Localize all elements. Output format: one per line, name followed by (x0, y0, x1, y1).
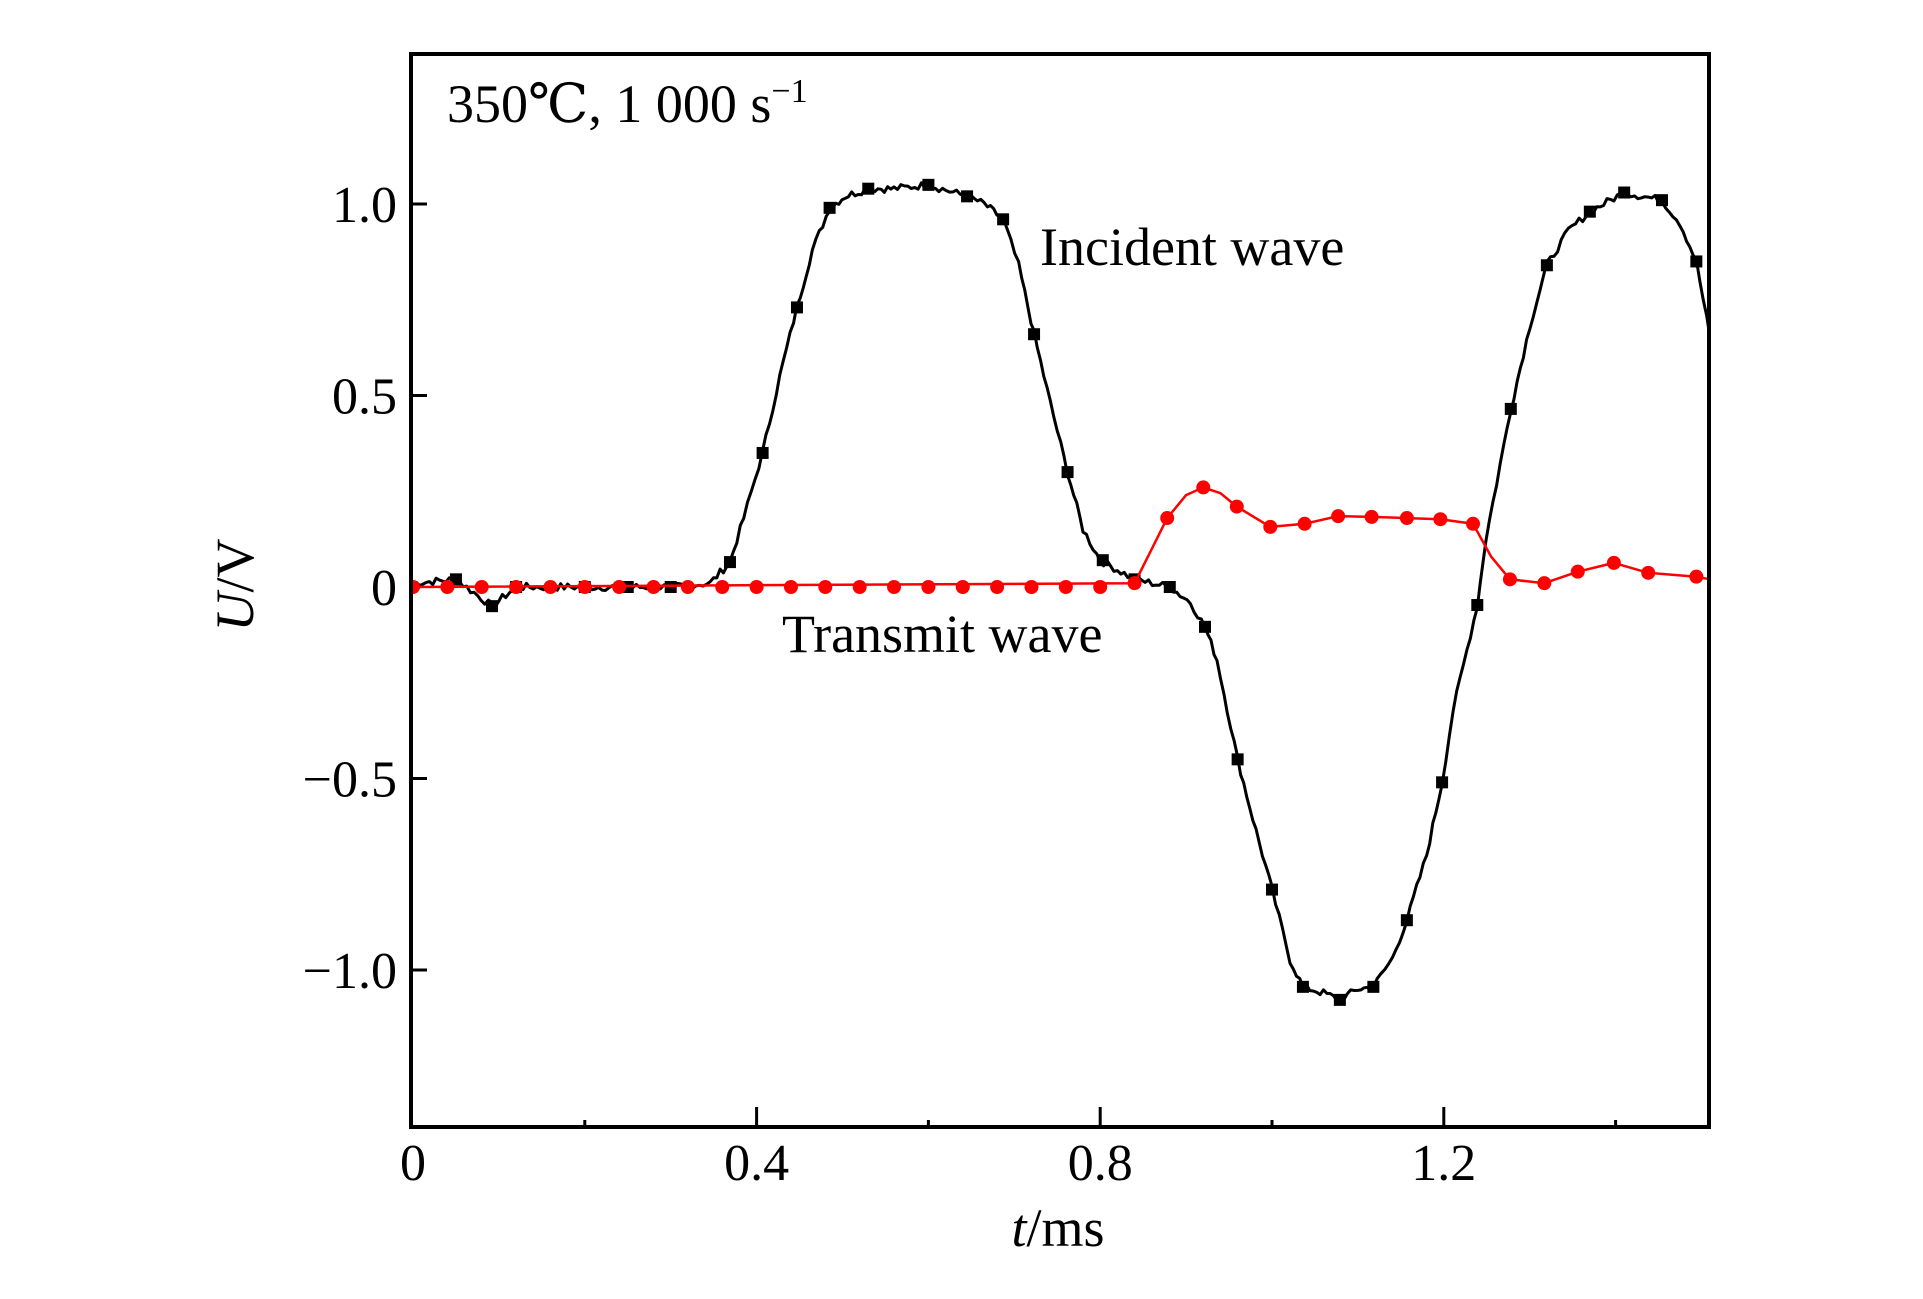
data-point-square (862, 182, 875, 195)
condition-text: 350℃, 1 000 s (447, 74, 771, 134)
condition-superscript: −1 (771, 73, 807, 110)
data-point-circle (1297, 516, 1312, 531)
data-point-circle (1570, 564, 1585, 579)
incident-wave-label: Incident wave (1040, 217, 1344, 277)
x-axis-title: t/ms (1011, 1198, 1104, 1258)
x-tick-label: 1.2 (1411, 1135, 1476, 1192)
y-axis-title: U/V (205, 538, 265, 631)
data-point-circle (887, 580, 902, 594)
data-point-circle (411, 580, 420, 594)
data-point-square (1061, 466, 1074, 479)
y-tick-label: 0 (371, 560, 397, 617)
data-point-circle (852, 580, 867, 594)
data-point-square (1540, 259, 1553, 272)
data-point-circle (921, 580, 936, 594)
x-tick-label: 0.4 (724, 1135, 789, 1192)
data-point-circle (1160, 511, 1175, 526)
data-point-square (1367, 980, 1380, 993)
x-axis-title-unit: /ms (1026, 1198, 1104, 1258)
data-point-square (823, 201, 836, 214)
ticks-layer: 0 0.4 0.8 1.2 −1.0 −0.5 0 0.5 1.0 (303, 177, 1618, 1192)
data-point-circle (749, 580, 764, 594)
data-point-square (790, 301, 803, 314)
data-point-circle (1537, 576, 1552, 591)
data-point-square (1583, 205, 1596, 218)
y-tick-label: 0.5 (332, 369, 397, 426)
series-incident-wave (412, 178, 1709, 1006)
data-point-circle (1606, 555, 1621, 570)
data-point-square (997, 213, 1010, 226)
data-point-square (756, 446, 769, 459)
data-point-square (486, 600, 499, 613)
plot-frame (409, 52, 1711, 1129)
data-point-circle (1399, 511, 1414, 526)
y-tick-label: −0.5 (303, 752, 397, 809)
axes-layer (409, 52, 1711, 1129)
data-point-circle (955, 580, 970, 594)
data-point-square (1655, 194, 1668, 207)
data-point-circle (1641, 565, 1656, 580)
data-point-square (1471, 599, 1484, 612)
data-point-circle (646, 580, 661, 594)
series-transmit-wave (411, 480, 1709, 594)
data-point-circle (783, 580, 798, 594)
data-point-square (961, 190, 974, 203)
series-layer (411, 178, 1709, 1006)
data-point-circle (1364, 509, 1379, 524)
y-tick-label: −1.0 (303, 943, 397, 1000)
data-point-circle (1433, 512, 1448, 527)
x-tick-label: 0 (400, 1135, 426, 1192)
data-point-circle (543, 580, 558, 594)
data-point-circle (1689, 569, 1704, 584)
y-tick-label: 1.0 (332, 177, 397, 234)
data-point-circle (474, 580, 489, 594)
data-point-square (1436, 776, 1449, 789)
data-point-square (1198, 620, 1211, 633)
transmit-wave-label: Transmit wave (782, 604, 1103, 664)
data-point-square (1618, 186, 1631, 199)
data-point-circle (1093, 580, 1108, 594)
data-point-circle (990, 580, 1005, 594)
data-point-circle (715, 580, 730, 594)
x-tick-label: 0.8 (1068, 1135, 1133, 1192)
y-axis-title-unit: /V (205, 538, 265, 592)
data-point-square (1266, 883, 1278, 896)
data-point-square (1028, 328, 1041, 341)
data-point-circle (1196, 480, 1211, 495)
data-point-circle (509, 580, 524, 594)
data-point-square (1690, 255, 1703, 268)
data-point-square (1296, 980, 1309, 993)
data-point-square (1400, 914, 1413, 927)
y-axis-title-italic: U (205, 590, 265, 632)
condition-annotation: 350℃, 1 000 s−1 (447, 73, 808, 134)
data-point-circle (1024, 580, 1039, 594)
data-point-circle (1466, 516, 1481, 531)
data-point-square (1231, 753, 1244, 766)
x-axis-title-italic: t (1011, 1198, 1028, 1258)
data-point-square (1504, 402, 1517, 415)
data-point-square (1333, 993, 1346, 1006)
data-point-circle (612, 580, 627, 594)
data-point-circle (1229, 499, 1244, 514)
data-point-circle (440, 580, 455, 594)
data-point-square (1163, 581, 1176, 593)
data-point-circle (1263, 519, 1278, 534)
data-point-circle (577, 580, 592, 594)
data-point-square (1096, 554, 1109, 567)
data-point-square (723, 556, 736, 569)
data-point-circle (818, 580, 833, 594)
data-point-circle (680, 580, 695, 594)
data-point-circle (1502, 572, 1517, 587)
data-point-square (664, 581, 677, 593)
data-point-circle (1058, 580, 1073, 594)
data-point-square (449, 573, 462, 586)
data-point-circle (1331, 509, 1346, 524)
data-point-circle (1127, 576, 1142, 591)
plot-area (411, 178, 1709, 1006)
data-point-square (922, 178, 935, 191)
